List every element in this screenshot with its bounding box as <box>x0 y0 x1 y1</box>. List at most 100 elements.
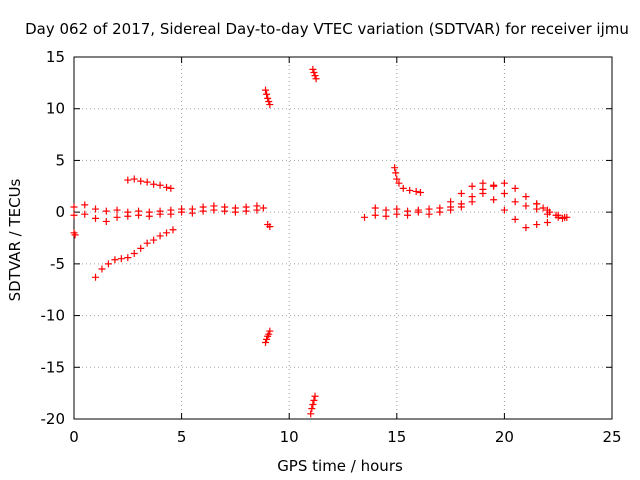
data-point <box>393 175 401 183</box>
y-tick-label: 0 <box>55 203 65 221</box>
series-evening-band-lower <box>371 190 551 232</box>
data-point <box>522 224 530 232</box>
data-point <box>511 198 519 206</box>
chart-title: Day 062 of 2017, Sidereal Day-to-day VTE… <box>25 20 629 38</box>
data-point <box>102 207 110 215</box>
x-axis-label: GPS time / hours <box>277 457 403 475</box>
x-tick-label: 5 <box>177 428 187 446</box>
x-tick-label: 25 <box>602 428 621 446</box>
y-tick-label: 15 <box>46 48 65 66</box>
data-point <box>92 273 100 281</box>
data-point <box>399 184 407 192</box>
data-point <box>98 265 106 273</box>
data-point <box>395 179 403 187</box>
data-point <box>361 213 369 221</box>
y-tick-label: -5 <box>50 255 65 273</box>
data-point <box>231 208 239 216</box>
y-axis-ticks: -20 -15 -10 -5 0 5 10 15 <box>41 48 612 428</box>
data-point <box>264 94 272 102</box>
data-point <box>143 178 151 186</box>
data-point <box>307 410 315 418</box>
series-spike-up-9h <box>262 86 274 109</box>
x-axis-ticks: 0 5 10 15 20 25 <box>69 57 622 446</box>
data-point <box>392 169 400 177</box>
data-point <box>404 211 412 219</box>
data-point <box>210 206 218 214</box>
data-point <box>500 190 508 198</box>
x-tick-label: 10 <box>280 428 299 446</box>
y-tick-label: 10 <box>46 100 65 118</box>
data-point <box>135 211 143 219</box>
series-isolated-start <box>70 229 79 239</box>
data-points <box>70 65 571 418</box>
data-point <box>167 210 175 218</box>
data-point <box>137 177 145 185</box>
data-point <box>308 405 316 413</box>
data-point <box>539 204 547 212</box>
data-point <box>92 214 100 222</box>
data-point <box>412 187 420 195</box>
data-point <box>266 101 274 109</box>
data-point <box>391 164 399 172</box>
data-point <box>130 175 138 183</box>
data-point <box>425 210 433 218</box>
data-point <box>414 208 422 216</box>
data-point <box>71 231 79 239</box>
data-point <box>150 180 158 188</box>
data-point <box>309 65 317 73</box>
data-point <box>559 214 567 222</box>
data-point <box>436 208 444 216</box>
data-point <box>265 97 273 105</box>
data-point <box>263 335 271 343</box>
data-point <box>111 256 119 264</box>
data-point <box>113 206 121 214</box>
data-point <box>382 212 390 220</box>
data-point <box>310 69 318 77</box>
data-point <box>81 210 89 218</box>
data-point <box>70 211 78 219</box>
y-tick-label: -10 <box>41 307 66 325</box>
data-point <box>500 179 508 187</box>
data-point <box>102 217 110 225</box>
series-evening-upper-loop <box>447 179 569 221</box>
y-axis-label: SDTVAR / TECUs <box>6 178 24 301</box>
series-lower-arc <box>92 226 177 281</box>
data-point <box>511 184 519 192</box>
data-point <box>262 338 270 346</box>
data-point <box>137 244 145 252</box>
data-point <box>81 201 89 209</box>
data-point <box>468 198 476 206</box>
x-tick-label: 0 <box>69 428 79 446</box>
data-point <box>416 188 424 196</box>
data-point <box>221 207 229 215</box>
data-point <box>311 392 319 400</box>
y-tick-label: -15 <box>41 358 66 376</box>
data-point <box>124 176 132 184</box>
data-point <box>262 86 270 94</box>
data-point <box>457 190 465 198</box>
data-point <box>242 207 250 215</box>
data-point <box>178 208 186 216</box>
data-point <box>266 223 274 231</box>
data-point <box>167 184 175 192</box>
data-point <box>266 327 274 335</box>
data-point <box>479 190 487 198</box>
data-point <box>143 239 151 247</box>
series-spike-down-11h <box>307 392 319 418</box>
data-point <box>156 181 164 189</box>
data-point <box>163 229 171 237</box>
data-point <box>312 75 320 83</box>
data-point <box>145 212 153 220</box>
data-point <box>70 203 78 211</box>
data-point <box>543 218 551 226</box>
data-point <box>533 221 541 229</box>
data-point <box>104 260 112 268</box>
data-point <box>124 254 132 262</box>
data-point <box>310 396 318 404</box>
data-point <box>500 206 508 214</box>
series-spike-down-9h <box>262 327 274 346</box>
data-point <box>169 226 177 234</box>
series-upper-arc <box>124 175 175 192</box>
series-main-band-morning-lower <box>70 206 261 225</box>
grid-lines <box>74 57 612 419</box>
